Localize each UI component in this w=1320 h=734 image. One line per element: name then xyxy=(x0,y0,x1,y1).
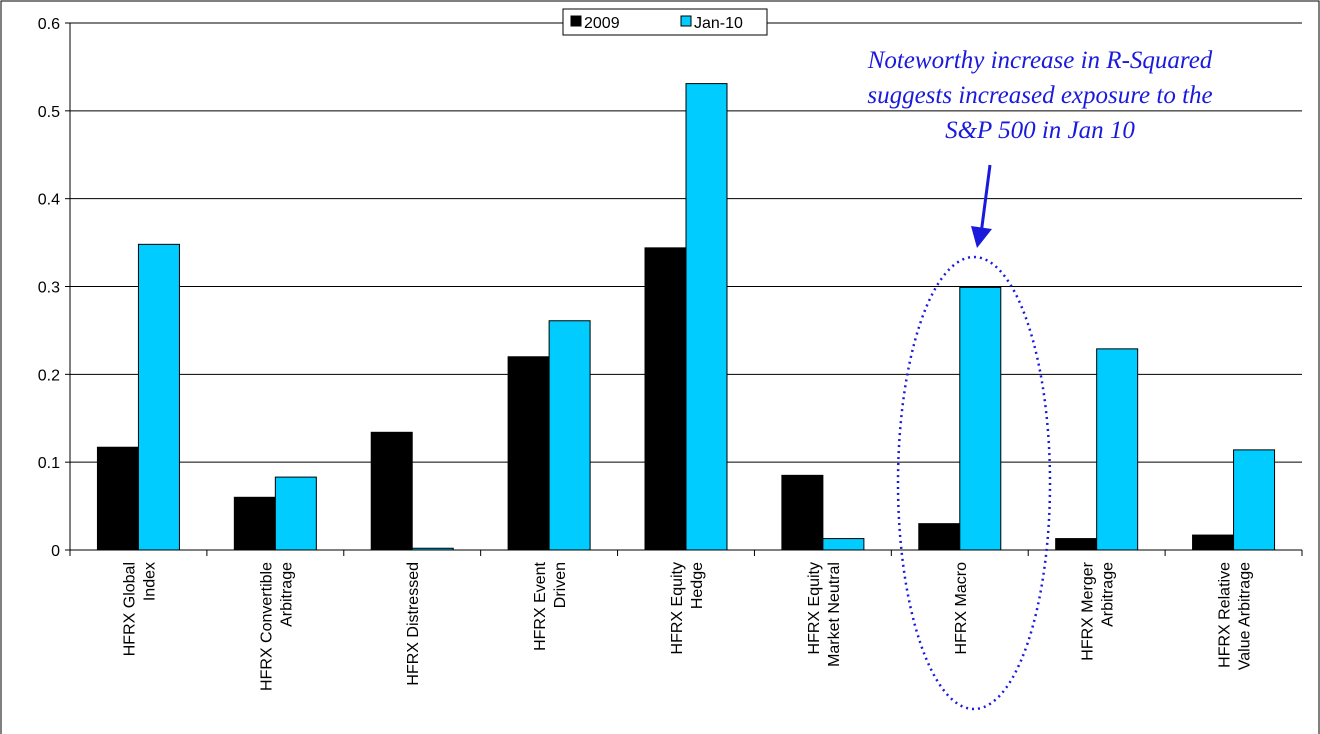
x-tick-label: Index xyxy=(141,562,158,601)
bar-jan-10-7 xyxy=(1096,348,1139,551)
bar-2009-8 xyxy=(1192,534,1235,551)
axes xyxy=(65,22,1303,556)
bar-2009-7 xyxy=(1055,538,1098,551)
x-tick-labels: HFRX Global Index HFRX Convertible Arbitrag… xyxy=(121,561,1253,691)
annotation-arrow-shaft xyxy=(979,164,992,235)
annotation-line-3: S&P 500 in Jan 10 xyxy=(945,117,1135,144)
bar-2009-0 xyxy=(96,446,139,551)
x-tick-label: HFRX Global xyxy=(121,562,138,656)
bar-2009-1 xyxy=(233,496,276,551)
bar-jan-10-6 xyxy=(959,286,1002,551)
y-tick-label: 0 xyxy=(51,543,60,560)
annotation-line-2: suggests increased exposure to the xyxy=(867,82,1212,109)
legend-swatch-jan10 xyxy=(680,15,692,27)
bar-jan-10-4 xyxy=(685,83,728,551)
legend-swatch-2009 xyxy=(570,15,582,27)
x-tick-label: HFRX Convertible xyxy=(258,562,275,691)
x-tick-label: HFRX Merger xyxy=(1080,561,1097,660)
x-tick-label: Arbitrage xyxy=(1100,562,1117,627)
legend-box xyxy=(562,8,768,36)
annotation: Noteworthy increase in R-Squared suggest… xyxy=(867,47,1213,711)
bar-jan-10-8 xyxy=(1233,449,1276,551)
bar-jan-10-1 xyxy=(274,476,317,551)
y-tick-label: 0.1 xyxy=(38,455,60,472)
y-tick-label: 0.2 xyxy=(38,367,60,384)
x-tick-label: HFRX Event xyxy=(532,561,549,650)
annotation-arrow-head xyxy=(971,226,992,248)
bar-2009-2 xyxy=(370,431,413,551)
y-tick-label: 0.4 xyxy=(38,192,60,209)
x-tick-label: Value Arbitrage xyxy=(1237,562,1254,670)
y-tick-labels: 0 0.1 0.2 0.3 0.4 0.5 0.6 xyxy=(38,16,60,560)
x-tick-label: HFRX Equity xyxy=(806,562,823,654)
x-tick-label: HFRX Macro xyxy=(953,562,970,655)
bar-2009-5 xyxy=(781,474,824,551)
bar-jan-10-0 xyxy=(137,243,180,551)
x-tick-label: HFRX Relative xyxy=(1217,562,1234,668)
legend-label-2009: 2009 xyxy=(584,15,620,32)
x-tick-label: Arbitrage xyxy=(278,562,295,627)
highlight-ellipse xyxy=(896,255,1052,711)
x-tick-label: Market Neutral xyxy=(826,562,843,667)
annotation-line-1: Noteworthy increase in R-Squared xyxy=(867,47,1213,74)
legend: 2009 Jan-10 xyxy=(562,8,768,36)
bar-2009-4 xyxy=(644,247,687,551)
bar-2009-6 xyxy=(918,523,961,551)
legend-label-jan10: Jan-10 xyxy=(694,15,743,32)
x-tick-label: Driven xyxy=(552,562,569,608)
x-tick-label: HFRX Distressed xyxy=(405,562,422,686)
bar-jan-10-3 xyxy=(548,320,591,551)
y-tick-label: 0.5 xyxy=(38,104,60,121)
y-tick-label: 0.3 xyxy=(38,280,60,297)
bar-2009-3 xyxy=(507,356,550,551)
x-tick-label: HFRX Equity xyxy=(669,562,686,654)
x-tick-label: Hedge xyxy=(689,562,706,609)
y-tick-label: 0.6 xyxy=(38,16,60,33)
bar-jan-10-5 xyxy=(822,538,865,551)
